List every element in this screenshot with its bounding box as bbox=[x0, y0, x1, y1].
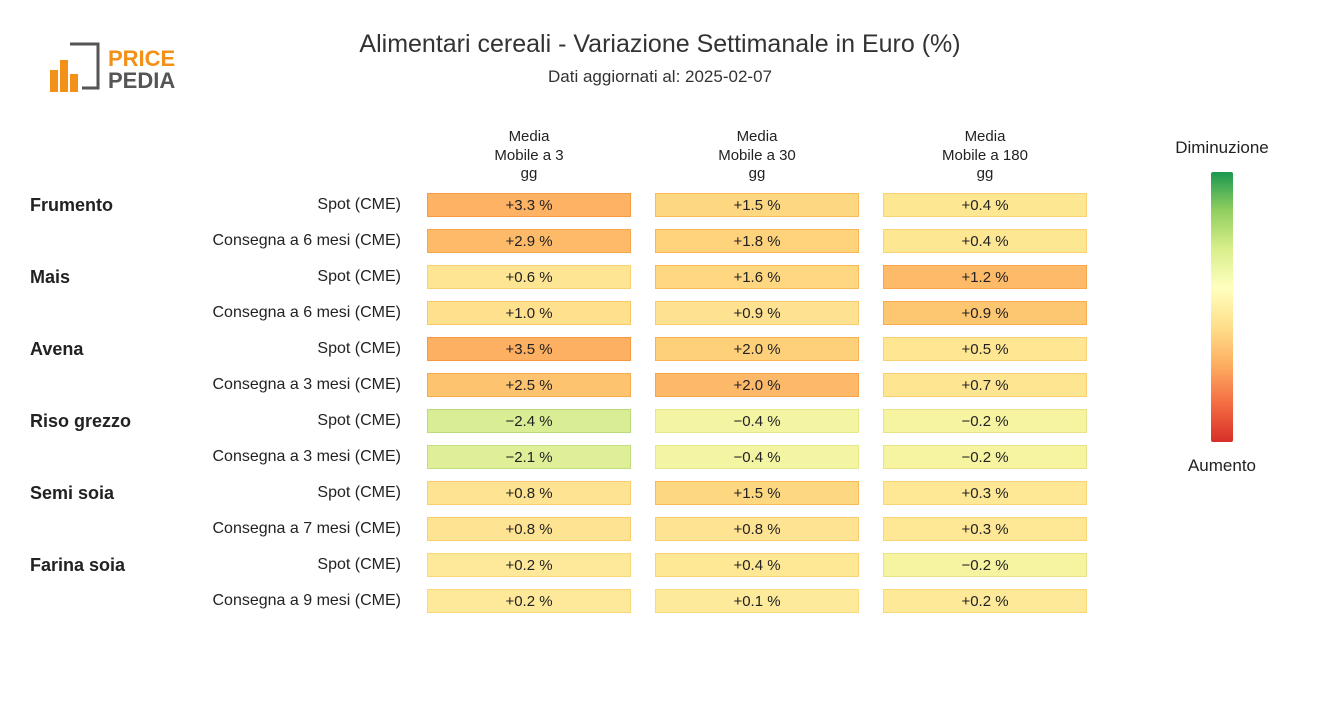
heatmap-cell: +2.9 % bbox=[427, 229, 631, 253]
heatmap-cell: +0.4 % bbox=[883, 229, 1087, 253]
category-label: Frumento bbox=[30, 187, 180, 223]
column-header: MediaMobile a 3gg bbox=[415, 125, 643, 187]
heatmap-cell: +1.6 % bbox=[655, 265, 859, 289]
row-label: Consegna a 9 mesi (CME) bbox=[180, 583, 415, 619]
row-label: Consegna a 3 mesi (CME) bbox=[180, 367, 415, 403]
heatmap-cell: −0.4 % bbox=[655, 445, 859, 469]
heatmap-cell: +0.8 % bbox=[655, 517, 859, 541]
row-label: Spot (CME) bbox=[180, 403, 415, 439]
heatmap-cell: −0.2 % bbox=[883, 409, 1087, 433]
row-label: Consegna a 6 mesi (CME) bbox=[180, 223, 415, 259]
heatmap-cell: +0.1 % bbox=[655, 589, 859, 613]
heatmap-cell: +0.3 % bbox=[883, 481, 1087, 505]
logo-text-2: PEDIA bbox=[108, 68, 175, 93]
heatmap-cell: +0.9 % bbox=[655, 301, 859, 325]
row-label: Spot (CME) bbox=[180, 259, 415, 295]
heatmap-cell: +0.2 % bbox=[883, 589, 1087, 613]
heatmap-cell: −2.4 % bbox=[427, 409, 631, 433]
heatmap-cell: +1.8 % bbox=[655, 229, 859, 253]
heatmap-cell: −0.2 % bbox=[883, 553, 1087, 577]
legend-bottom-label: Aumento bbox=[1162, 456, 1282, 476]
heatmap-cell: +2.0 % bbox=[655, 337, 859, 361]
heatmap-cell: +1.5 % bbox=[655, 481, 859, 505]
heatmap-cell: +1.0 % bbox=[427, 301, 631, 325]
heatmap-cell: +1.2 % bbox=[883, 265, 1087, 289]
heatmap-cell: +0.5 % bbox=[883, 337, 1087, 361]
legend-top-label: Diminuzione bbox=[1162, 138, 1282, 158]
heatmap-cell: +0.3 % bbox=[883, 517, 1087, 541]
heatmap-cell: +0.9 % bbox=[883, 301, 1087, 325]
heatmap-cell: +0.4 % bbox=[655, 553, 859, 577]
legend-gradient bbox=[1211, 172, 1233, 442]
heatmap-cell: −0.4 % bbox=[655, 409, 859, 433]
heatmap-cell: −0.2 % bbox=[883, 445, 1087, 469]
heatmap-cell: −2.1 % bbox=[427, 445, 631, 469]
row-label: Consegna a 7 mesi (CME) bbox=[180, 511, 415, 547]
column-header: MediaMobile a 180gg bbox=[871, 125, 1099, 187]
category-label: Mais bbox=[30, 259, 180, 295]
heatmap-cell: +3.3 % bbox=[427, 193, 631, 217]
row-label: Spot (CME) bbox=[180, 187, 415, 223]
row-label: Spot (CME) bbox=[180, 475, 415, 511]
row-label: Spot (CME) bbox=[180, 331, 415, 367]
heatmap-cell: +0.7 % bbox=[883, 373, 1087, 397]
heatmap-cell: +0.8 % bbox=[427, 517, 631, 541]
category-label: Semi soia bbox=[30, 475, 180, 511]
heatmap-cell: +1.5 % bbox=[655, 193, 859, 217]
category-label: Riso grezzo bbox=[30, 403, 180, 439]
row-label: Consegna a 3 mesi (CME) bbox=[180, 439, 415, 475]
row-label: Consegna a 6 mesi (CME) bbox=[180, 295, 415, 331]
heatmap-cell: +0.4 % bbox=[883, 193, 1087, 217]
category-label: Avena bbox=[30, 331, 180, 367]
category-label: Farina soia bbox=[30, 547, 180, 583]
heatmap-cell: +3.5 % bbox=[427, 337, 631, 361]
column-header: MediaMobile a 30gg bbox=[643, 125, 871, 187]
heatmap-cell: +2.5 % bbox=[427, 373, 631, 397]
heatmap-cell: +0.2 % bbox=[427, 553, 631, 577]
heatmap-cell: +0.8 % bbox=[427, 481, 631, 505]
color-legend: Diminuzione Aumento bbox=[1162, 138, 1282, 476]
row-label: Spot (CME) bbox=[180, 547, 415, 583]
heatmap-cell: +0.2 % bbox=[427, 589, 631, 613]
heatmap-cell: +0.6 % bbox=[427, 265, 631, 289]
heatmap-cell: +2.0 % bbox=[655, 373, 859, 397]
heatmap-table: MediaMobile a 3ggMediaMobile a 30ggMedia… bbox=[30, 125, 1099, 619]
brand-logo: PRICE PEDIA bbox=[30, 38, 208, 105]
